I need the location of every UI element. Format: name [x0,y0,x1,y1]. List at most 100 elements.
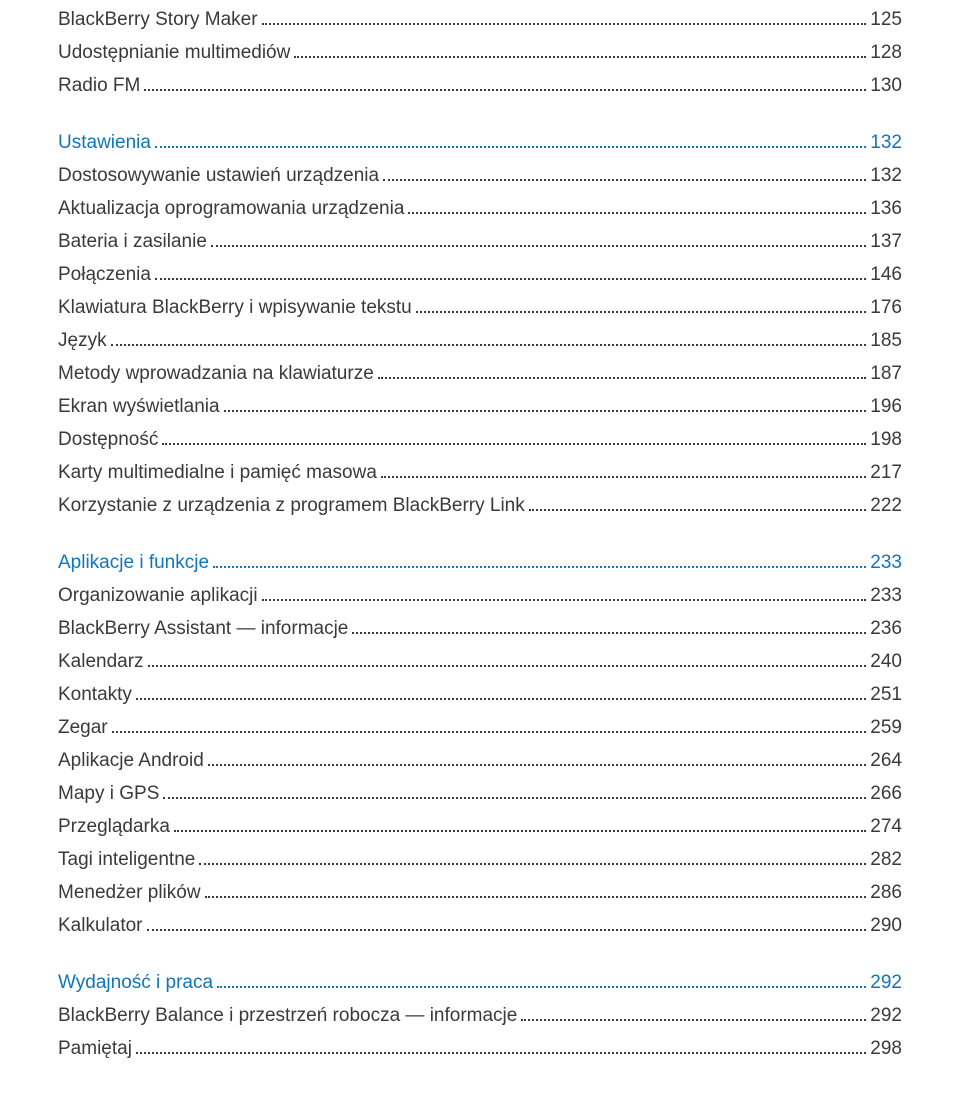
toc-entry: Połączenia 146 [58,265,902,284]
toc-leader-dots [217,986,866,988]
toc-entry: Bateria i zasilanie 137 [58,232,902,251]
toc-leader-dots [162,443,866,445]
toc-entry: BlackBerry Story Maker 125 [58,10,902,29]
toc-label: Metody wprowadzania na klawiaturze [58,364,374,383]
toc-leader-dots [416,311,867,313]
toc-page-number: 187 [870,364,902,383]
toc-label: Korzystanie z urządzenia z programem Bla… [58,496,525,515]
toc-page-number: 236 [870,619,902,638]
toc-section-heading[interactable]: Aplikacje i funkcje233 [58,553,902,572]
toc-leader-dots [213,566,866,568]
toc-page-number: 185 [870,331,902,350]
toc-leader-dots [521,1019,866,1021]
toc-page-number: 222 [870,496,902,515]
toc-page: BlackBerry Story Maker 125 Udostępnianie m… [0,0,960,1112]
toc-leader-dots [147,929,867,931]
toc-label: BlackBerry Balance i przestrzeń robocza … [58,1006,517,1025]
toc-label: Wydajność i praca [58,973,213,992]
toc-page-number: 196 [870,397,902,416]
toc-page-number: 233 [870,586,902,605]
toc-leader-dots [208,764,867,766]
toc-label: Zegar [58,718,108,737]
toc-entry: Dostępność198 [58,430,902,449]
toc-page-number: 286 [870,883,902,902]
toc-label: Mapy i GPS [58,784,159,803]
toc-label: Radio FM [58,76,140,95]
toc-entry: Kontakty251 [58,685,902,704]
toc-leader-dots [111,344,867,346]
toc-leader-dots [262,23,867,25]
toc-page-number: 292 [870,973,902,992]
toc-entry: BlackBerry Assistant — informacje 236 [58,619,902,638]
toc-leader-dots [136,698,866,700]
toc-label: Pamiętaj [58,1039,132,1058]
toc-label: Połączenia [58,265,151,284]
toc-label: Organizowanie aplikacji [58,586,258,605]
toc-page-number: 259 [870,718,902,737]
toc-entry: Zegar 259 [58,718,902,737]
toc-label: Karty multimedialne i pamięć masowa [58,463,377,482]
toc-label: BlackBerry Assistant — informacje [58,619,348,638]
toc-leader-dots [224,410,867,412]
toc-label: Dostosowywanie ustawień urządzenia [58,166,379,185]
toc-label: Ustawienia [58,133,151,152]
toc-page-number: 240 [870,652,902,671]
toc-label: Aktualizacja oprogramowania urządzenia [58,199,404,218]
toc-entry: Metody wprowadzania na klawiaturze 187 [58,364,902,383]
toc-leader-dots [378,377,867,379]
toc-entry: Aktualizacja oprogramowania urządzenia13… [58,199,902,218]
toc-leader-dots [155,278,866,280]
toc-label: Tagi inteligentne [58,850,195,869]
toc-leader-dots [144,89,866,91]
toc-entry: Kalendarz240 [58,652,902,671]
toc-page-number: 298 [870,1039,902,1058]
toc-entry: Menedżer plików 286 [58,883,902,902]
toc-leader-dots [148,665,867,667]
section-gap [58,109,902,133]
toc-leader-dots [163,797,866,799]
toc-page-number: 132 [870,166,902,185]
toc-label: Aplikacje Android [58,751,204,770]
toc-section-heading[interactable]: Ustawienia 132 [58,133,902,152]
toc-label: BlackBerry Story Maker [58,10,258,29]
toc-label: Kontakty [58,685,132,704]
toc-leader-dots [112,731,867,733]
toc-page-number: 176 [870,298,902,317]
toc-leader-dots [262,599,867,601]
toc-label: Bateria i zasilanie [58,232,207,251]
toc-leader-dots [174,830,866,832]
toc-leader-dots [408,212,866,214]
toc-label: Kalkulator [58,916,143,935]
toc-label: Przeglądarka [58,817,170,836]
toc-page-number: 264 [870,751,902,770]
toc-page-number: 125 [870,10,902,29]
toc-leader-dots [199,863,866,865]
toc-leader-dots [211,245,866,247]
toc-page-number: 290 [870,916,902,935]
toc-page-number: 146 [870,265,902,284]
toc-leader-dots [205,896,867,898]
toc-page-number: 217 [870,463,902,482]
toc-label: Menedżer plików [58,883,201,902]
toc-entry: Korzystanie z urządzenia z programem Bla… [58,496,902,515]
toc-label: Klawiatura BlackBerry i wpisywanie tekst… [58,298,412,317]
toc-entry: Tagi inteligentne 282 [58,850,902,869]
toc-entry: Kalkulator 290 [58,916,902,935]
toc-entry: Klawiatura BlackBerry i wpisywanie tekst… [58,298,902,317]
toc-page-number: 137 [870,232,902,251]
toc-entry: Ekran wyświetlania 196 [58,397,902,416]
toc-leader-dots [529,509,867,511]
toc-page-number: 132 [870,133,902,152]
toc-leader-dots [294,56,866,58]
toc-entry: Mapy i GPS266 [58,784,902,803]
toc-section-heading[interactable]: Wydajność i praca 292 [58,973,902,992]
toc-label: Aplikacje i funkcje [58,553,209,572]
toc-label: Udostępnianie multimediów [58,43,290,62]
toc-page-number: 282 [870,850,902,869]
toc-label: Ekran wyświetlania [58,397,220,416]
toc-entry: Karty multimedialne i pamięć masowa 217 [58,463,902,482]
toc-leader-dots [381,476,866,478]
toc-entry: Przeglądarka274 [58,817,902,836]
toc-page-number: 128 [870,43,902,62]
toc-entry: Dostosowywanie ustawień urządzenia 132 [58,166,902,185]
